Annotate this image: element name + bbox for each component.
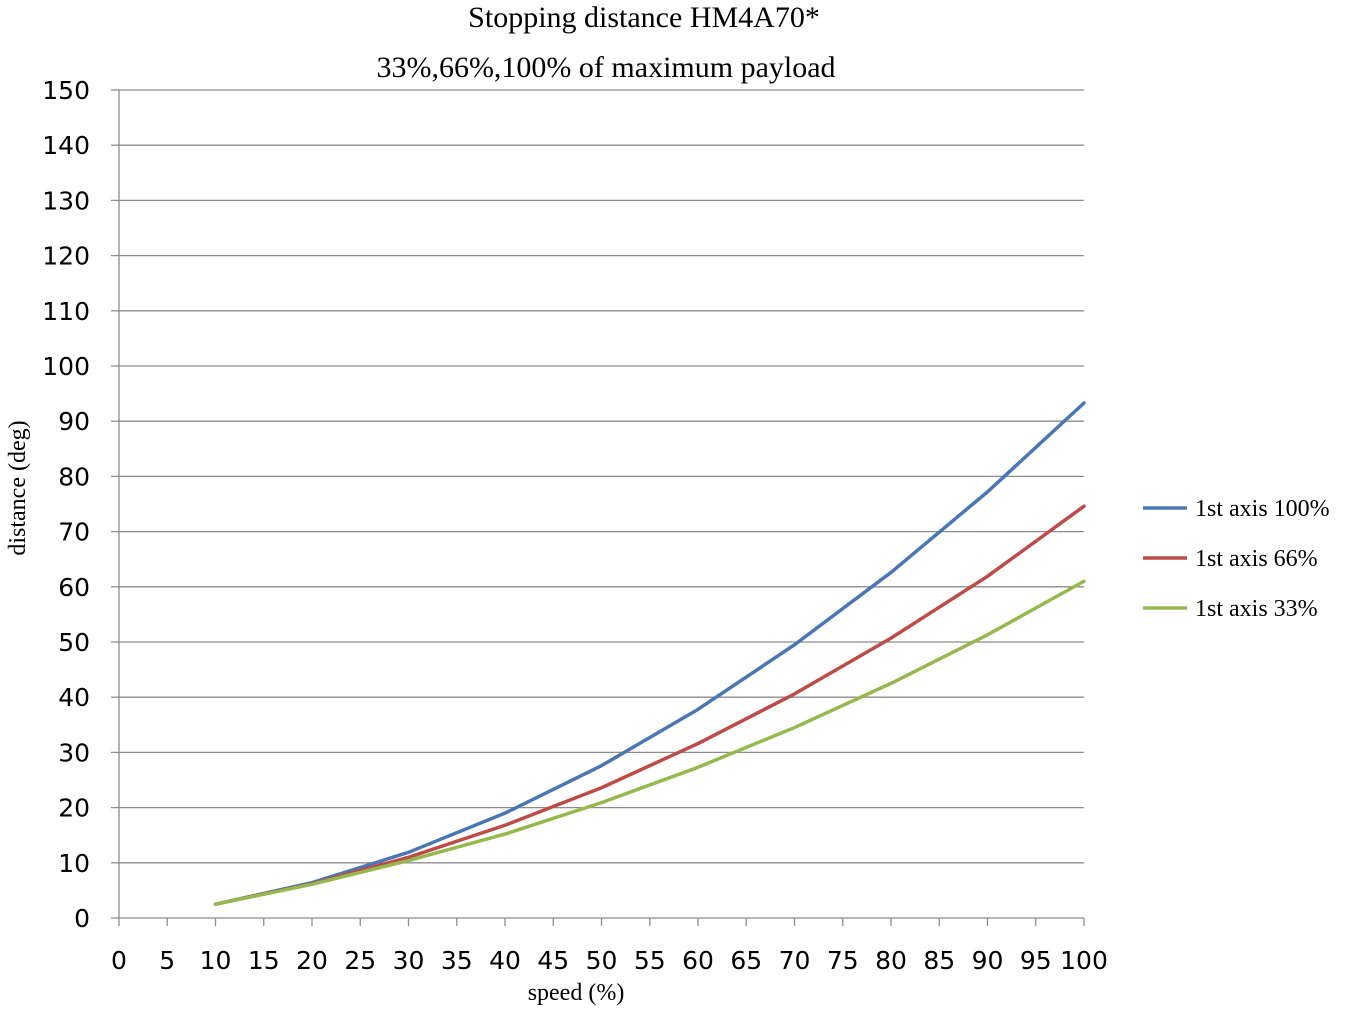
legend: 1st axis 100% 1st axis 66% 1st axis 33% <box>1143 496 1330 622</box>
y-tick-label: 80 <box>58 462 90 491</box>
x-tick-label: 5 <box>159 946 175 975</box>
y-tick-label: 150 <box>42 76 90 105</box>
x-tick-label: 25 <box>344 946 376 975</box>
y-tick-label: 130 <box>42 186 90 215</box>
y-tick-label: 90 <box>58 407 90 436</box>
x-tick-label: 50 <box>586 946 618 975</box>
x-tick-label: 60 <box>682 946 714 975</box>
x-tick-label: 30 <box>393 946 425 975</box>
x-tick-label: 35 <box>441 946 473 975</box>
y-tick-label: 50 <box>58 628 90 657</box>
x-tick-label: 45 <box>537 946 569 975</box>
x-tick-label: 10 <box>200 946 232 975</box>
x-tick-label: 65 <box>730 946 762 975</box>
y-tick-label: 60 <box>58 573 90 602</box>
x-tick-label: 80 <box>875 946 907 975</box>
series-line-1 <box>213 401 1086 906</box>
x-tick-label: 75 <box>827 946 859 975</box>
x-tick-label: 55 <box>634 946 666 975</box>
series-line-3 <box>213 579 1086 906</box>
legend-label: 1st axis 100% <box>1195 496 1330 522</box>
chart-title: Stopping distance HM4A70* <box>468 1 820 34</box>
y-tick-label: 30 <box>58 738 90 767</box>
legend-label: 1st axis 33% <box>1195 596 1318 622</box>
x-tick-label: 40 <box>489 946 521 975</box>
y-tick-label: 20 <box>58 794 90 823</box>
y-tick-label: 40 <box>58 683 90 712</box>
y-tick-label: 110 <box>42 297 90 326</box>
y-tick-label: 120 <box>42 242 90 271</box>
y-tick-label: 0 <box>74 904 90 933</box>
x-tick-label: 0 <box>111 946 127 975</box>
x-tick-label: 100 <box>1060 946 1108 975</box>
y-axis-title: distance (deg) <box>5 420 31 555</box>
x-tick-label: 70 <box>779 946 811 975</box>
x-tick-label: 20 <box>296 946 328 975</box>
y-tick-label: 140 <box>42 131 90 160</box>
y-tick-label: 100 <box>42 352 90 381</box>
series-lines <box>213 401 1086 906</box>
x-tick-label: 85 <box>923 946 955 975</box>
legend-label: 1st axis 66% <box>1195 546 1318 572</box>
axes <box>111 89 1085 926</box>
y-tick-label: 10 <box>58 849 90 878</box>
x-axis-title: speed (%) <box>528 980 625 1006</box>
x-tick-label: 90 <box>972 946 1004 975</box>
y-tick-label: 70 <box>58 518 90 547</box>
series-line-2 <box>213 504 1086 906</box>
x-tick-label: 15 <box>248 946 280 975</box>
grid-lines <box>119 89 1084 864</box>
x-tick-label: 95 <box>1020 946 1052 975</box>
chart-subtitle: 33%,66%,100% of maximum payload <box>376 51 835 84</box>
